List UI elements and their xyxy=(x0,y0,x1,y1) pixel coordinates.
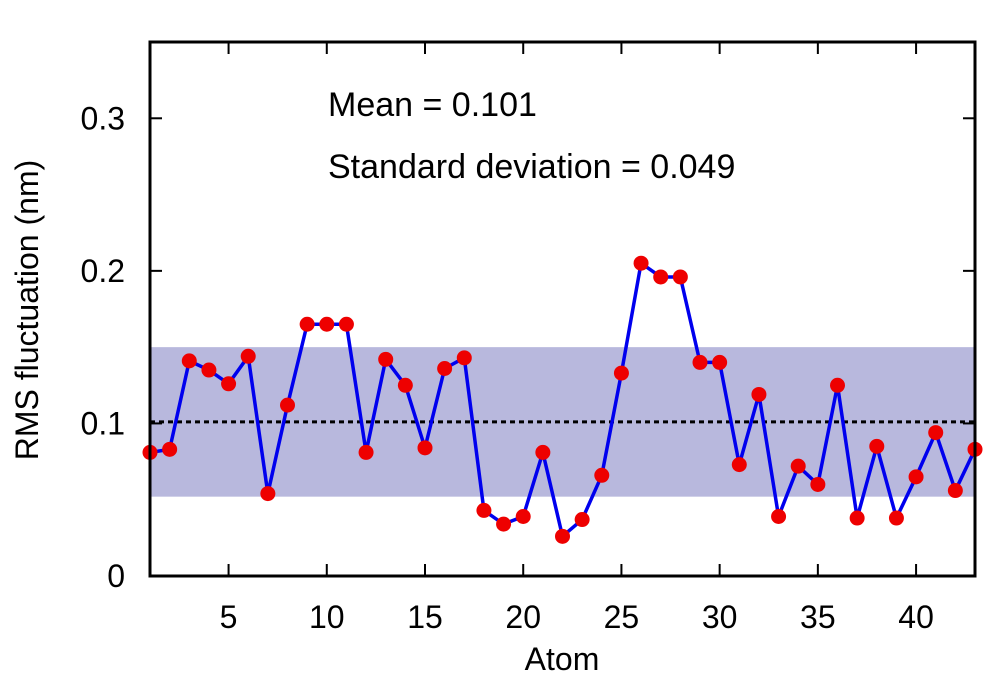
y-tick-label: 0.3 xyxy=(81,100,125,136)
data-point xyxy=(515,508,531,524)
data-point xyxy=(417,440,433,456)
data-point xyxy=(712,354,728,370)
x-tick-label: 25 xyxy=(604,599,640,635)
data-point xyxy=(555,528,570,544)
data-point xyxy=(496,516,512,532)
x-axis-label: Atom xyxy=(525,641,600,677)
data-point xyxy=(378,351,394,367)
y-tick-label: 0.2 xyxy=(81,253,125,289)
data-point xyxy=(908,469,924,485)
data-point xyxy=(869,438,885,454)
data-point xyxy=(810,476,826,492)
data-point xyxy=(476,502,492,518)
mean-annotation: Mean = 0.101 xyxy=(328,86,537,124)
x-tick-label: 40 xyxy=(898,599,934,635)
data-point xyxy=(358,444,374,460)
y-tick-label: 0 xyxy=(107,558,125,594)
data-point xyxy=(221,376,237,392)
data-point xyxy=(731,457,747,473)
y-axis-label: RMS fluctuation (nm) xyxy=(9,160,45,461)
data-point xyxy=(397,377,413,393)
data-point xyxy=(672,269,688,285)
data-point xyxy=(456,350,472,366)
data-point xyxy=(849,510,865,526)
ticks-layer: 5 10 15 20 25 30 35 40 0 0.1 0.2 0.3 xyxy=(81,42,975,635)
data-point xyxy=(928,425,944,441)
data-point xyxy=(888,510,904,526)
x-tick-label: 30 xyxy=(702,599,738,635)
x-tick-label: 35 xyxy=(800,599,836,635)
data-point xyxy=(830,377,845,393)
axes-frame xyxy=(148,40,977,578)
data-point xyxy=(771,508,787,524)
data-point xyxy=(338,316,354,332)
data-point xyxy=(574,512,590,528)
data-point xyxy=(240,348,256,364)
data-point xyxy=(751,386,767,402)
y-tick-label: 0.1 xyxy=(81,405,125,441)
x-tick-label: 10 xyxy=(309,599,345,635)
data-point xyxy=(947,483,963,499)
data-point xyxy=(790,458,806,474)
data-point xyxy=(594,467,610,483)
x-tick-label: 5 xyxy=(220,599,238,635)
data-point xyxy=(201,362,217,378)
data-point xyxy=(181,353,197,369)
data-point xyxy=(319,316,335,332)
data-point xyxy=(437,361,453,377)
data-point xyxy=(633,255,649,271)
data-point xyxy=(613,365,629,381)
data-point xyxy=(162,441,178,457)
data-point xyxy=(260,486,276,502)
x-tick-label: 20 xyxy=(505,599,541,635)
data-point xyxy=(535,444,551,460)
std-annotation: Standard deviation = 0.049 xyxy=(328,148,735,186)
data-point xyxy=(692,354,708,370)
data-point xyxy=(653,269,669,285)
x-tick-label: 15 xyxy=(407,599,443,635)
series-layer xyxy=(142,255,983,544)
data-point xyxy=(299,316,315,332)
plot-frame xyxy=(148,40,977,578)
data-point xyxy=(280,397,295,413)
